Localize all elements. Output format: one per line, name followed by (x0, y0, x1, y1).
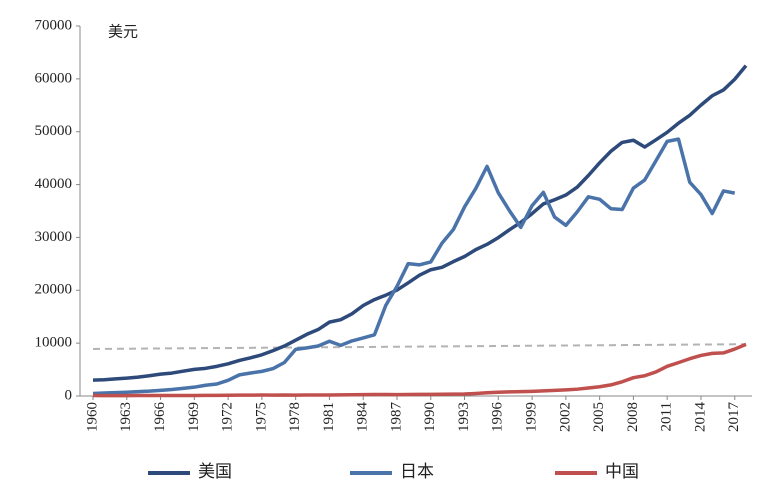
x-tick-label: 1978 (287, 402, 303, 432)
y-tick-label: 10000 (35, 335, 73, 351)
x-tick-label: 2005 (591, 402, 607, 432)
x-tick-label: 1996 (490, 401, 506, 432)
y-tick-label: 0 (65, 387, 73, 403)
x-tick-label: 1975 (253, 402, 269, 432)
x-tick-label: 2008 (625, 402, 641, 432)
y-unit: 美元 (108, 23, 138, 40)
x-tick-label: 1987 (388, 402, 404, 433)
trend-line (92, 343, 747, 350)
y-tick-label: 40000 (35, 176, 73, 192)
x-tick-label: 1963 (118, 402, 134, 432)
x-tick-label: 1960 (84, 402, 100, 432)
y-tick-label: 20000 (35, 282, 73, 298)
x-tick-label: 2011 (659, 402, 675, 431)
series-line (92, 64, 748, 382)
x-tick-label: 1972 (220, 402, 236, 432)
y-tick-label: 30000 (35, 229, 73, 245)
x-tick-label: 1981 (321, 402, 337, 432)
x-tick-label: 2017 (726, 402, 742, 433)
x-tick-label: 1990 (422, 402, 438, 432)
series-line (92, 342, 747, 398)
x-tick-label: 1993 (456, 402, 472, 432)
x-tick-label: 2014 (692, 402, 708, 433)
x-tick-label: 1984 (355, 402, 371, 433)
x-tick-label: 1999 (524, 402, 540, 432)
y-tick-label: 60000 (35, 70, 73, 86)
x-tick-label: 1969 (186, 402, 202, 432)
legend-label: 中国 (605, 462, 639, 481)
x-tick-label: 1966 (152, 402, 168, 433)
series-line (92, 137, 736, 396)
legend-label: 美国 (198, 462, 232, 481)
legend-label: 日本 (400, 462, 434, 481)
x-tick-label: 2002 (557, 402, 573, 432)
y-tick-label: 70000 (35, 17, 73, 33)
y-tick-label: 50000 (35, 123, 73, 139)
